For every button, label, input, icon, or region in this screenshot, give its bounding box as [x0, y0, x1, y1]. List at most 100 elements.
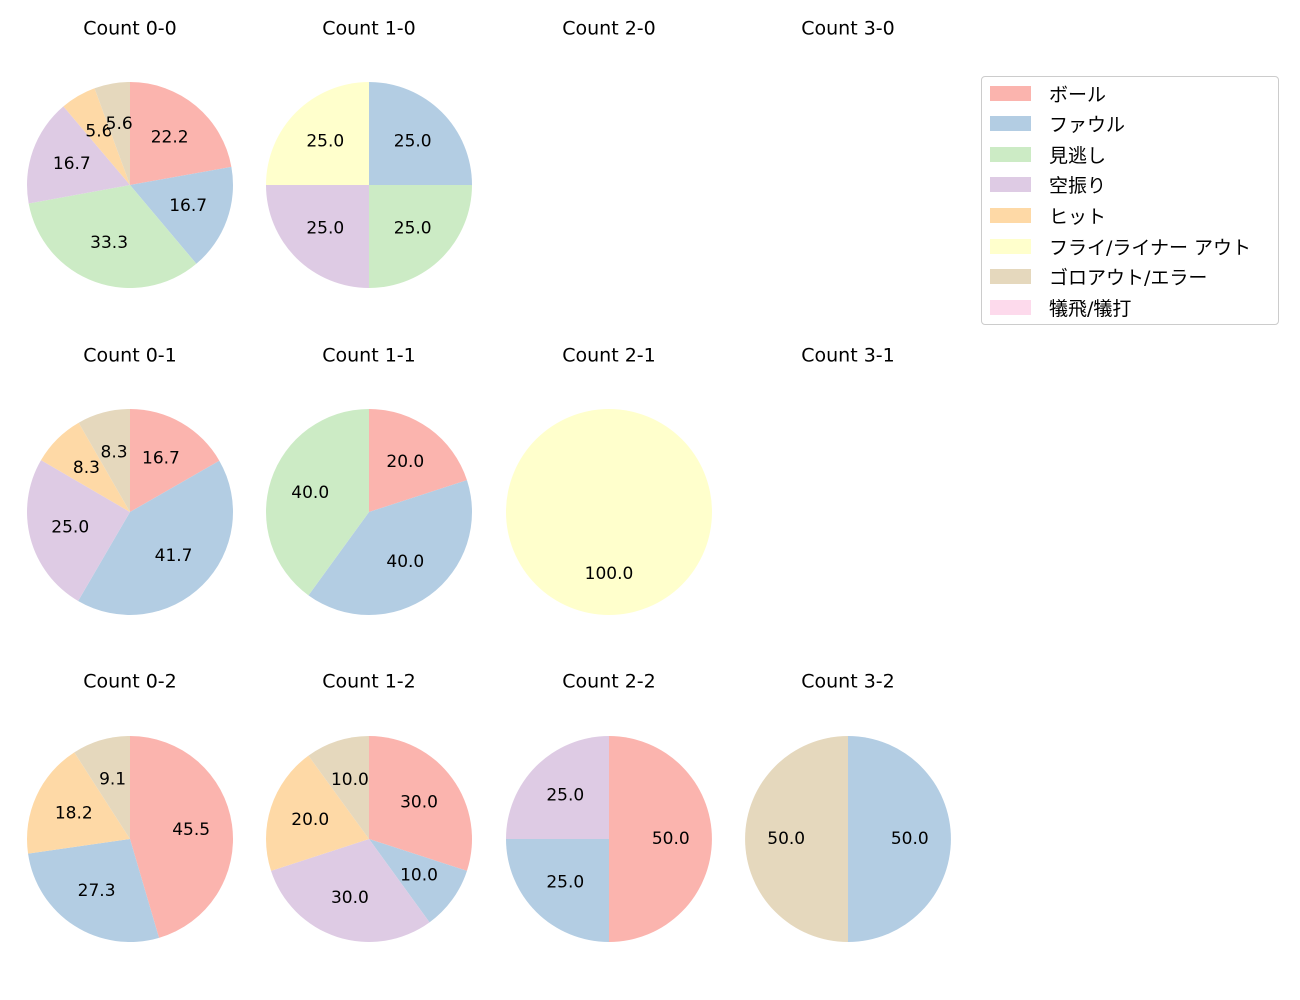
pie-slice-label: 25.0: [394, 131, 432, 151]
pie-slice-label: 22.2: [151, 128, 189, 148]
pie-title: Count 1-0: [322, 18, 416, 40]
pie-title: Count 0-1: [83, 345, 177, 367]
legend-label: ヒット: [1049, 205, 1107, 228]
pie-title: Count 0-2: [83, 671, 177, 693]
legend-label: フライ/ライナー アウト: [1049, 236, 1252, 259]
pie-slice: [27, 752, 130, 854]
pie-panel: Count 3-1: [801, 345, 895, 367]
legend-item: ゴロアウト/エラー: [990, 265, 1207, 289]
pie-slice: [63, 88, 130, 185]
pie-slice: [41, 422, 130, 512]
pie-slice: [130, 82, 232, 185]
pie-slice: [506, 839, 609, 942]
pie-slice: [506, 736, 609, 839]
pie-slice-label: 8.3: [101, 442, 128, 462]
pie-slice-label: 25.0: [306, 219, 344, 239]
legend-label: ゴロアウト/エラー: [1049, 267, 1208, 290]
pie-slice-label: 10.0: [331, 770, 369, 790]
pie-slice-label: 50.0: [891, 829, 929, 849]
pie-panel: Count 0-0 22.2 16.7 33.3 16.7 5.65.6: [26, 18, 233, 289]
legend-swatch: [990, 116, 1031, 132]
legend-swatch: [990, 85, 1031, 101]
pie-slice-label: 25.0: [306, 131, 344, 151]
pie-title: Count 3-0: [801, 18, 895, 40]
pie-slice: [265, 755, 369, 871]
pie-slice: [78, 460, 233, 615]
pie-panel: Count 0-1 16.7 41.7 25.0 8.38.3: [27, 345, 233, 615]
pie-slice: [506, 409, 712, 615]
pie-slice: [369, 409, 467, 512]
pie-slice-label: 25.0: [394, 219, 432, 239]
pie-slice-label: 45.5: [172, 820, 210, 840]
pie-slice: [130, 736, 234, 938]
pie-slice-label: 8.3: [73, 458, 100, 478]
legend-item: 空振り: [990, 173, 1106, 197]
legend-item: フライ/ライナー アウト: [990, 234, 1252, 259]
pie-slice-label: 27.3: [78, 881, 116, 901]
pie-slice-label: 16.7: [53, 154, 91, 174]
pie-slice: [266, 82, 369, 185]
pie-slice: [609, 736, 712, 942]
pie-slice-label: 40.0: [386, 552, 424, 572]
legend-label: ファウル: [1049, 114, 1126, 137]
pie-slice: [848, 736, 951, 942]
legend-item: ボール: [990, 81, 1107, 106]
pie-title: Count 1-1: [322, 345, 416, 367]
pie-slice-label: 40.0: [291, 483, 329, 503]
pie-slice: [271, 839, 430, 943]
pie-slice-label: 41.7: [155, 546, 193, 566]
pie-panel: Count 2-0: [562, 18, 656, 40]
pie-slice-label: 20.0: [291, 810, 329, 830]
pie-title: Count 2-2: [562, 671, 656, 693]
pie-slice-label: 25.0: [51, 518, 89, 538]
pie-slice: [745, 736, 848, 942]
pie-slice: [308, 736, 369, 839]
legend-label: 見逃し: [1049, 144, 1107, 167]
chart-legend: ボールファウル見逃し空振りヒットフライ/ライナー アウト ゴロアウト/エラー 犠飛/…: [981, 76, 1279, 325]
legend-item: 犠飛/犠打: [990, 295, 1132, 320]
legend-item: ファウル: [990, 112, 1125, 136]
pie-title: Count 1-2: [322, 671, 416, 693]
pie-slice: [27, 460, 130, 601]
pie-slice: [28, 185, 197, 289]
pie-slice: [130, 166, 233, 264]
pie-panel: Count 1-0 25.0 25.0 25.0 25.0: [266, 18, 472, 288]
pie-slice-label: 9.1: [99, 770, 126, 790]
pie-slice-label: 100.0: [585, 564, 634, 584]
pie-slice-label: 16.7: [142, 449, 180, 469]
legend-label: ボール: [1049, 83, 1107, 106]
pie-slice-label: 5.6: [106, 114, 133, 134]
pie-slice-label: 50.0: [652, 829, 690, 849]
pie-slice: [94, 82, 130, 185]
legend-swatch: [990, 238, 1031, 254]
pie-panel: Count 1-1 20.0 40.0 40.0: [266, 345, 473, 616]
pie-slice: [308, 480, 473, 616]
pie-slice-label: 25.0: [546, 873, 584, 893]
pie-slice: [266, 185, 369, 288]
legend-label: 空振り: [1049, 175, 1107, 198]
pie-slice: [130, 409, 220, 512]
pie-panel: Count 1-230.010.030.020.010.0: [265, 671, 473, 943]
legend-swatch: [990, 177, 1031, 193]
legend-label: 犠飛/犠打: [1049, 297, 1132, 320]
pie-slice: [266, 409, 369, 596]
pie-slice: [28, 839, 160, 943]
pie-slice-label: 20.0: [386, 452, 424, 472]
pie-title: Count 2-0: [562, 18, 656, 40]
pie-slice-label: 25.0: [546, 785, 584, 805]
pie-panel: Count 2-2 50.0 25.0 25.0: [506, 671, 712, 942]
pie-slice-label: 50.0: [767, 829, 805, 849]
pie-slice-label: 30.0: [400, 793, 438, 813]
pie-slice: [78, 409, 130, 512]
pie-slice: [74, 736, 130, 839]
pie-slice-label: 18.2: [55, 803, 93, 823]
legend-swatch: [990, 207, 1031, 223]
pie-title: Count 3-1: [801, 345, 895, 367]
pie-slice-label: 10.0: [400, 865, 438, 885]
pie-slice: [26, 106, 130, 204]
legend-swatch: [990, 299, 1031, 315]
legend-item: ヒット: [990, 203, 1107, 228]
pie-slice-label: 33.3: [90, 233, 128, 253]
legend-swatch: [990, 269, 1031, 285]
